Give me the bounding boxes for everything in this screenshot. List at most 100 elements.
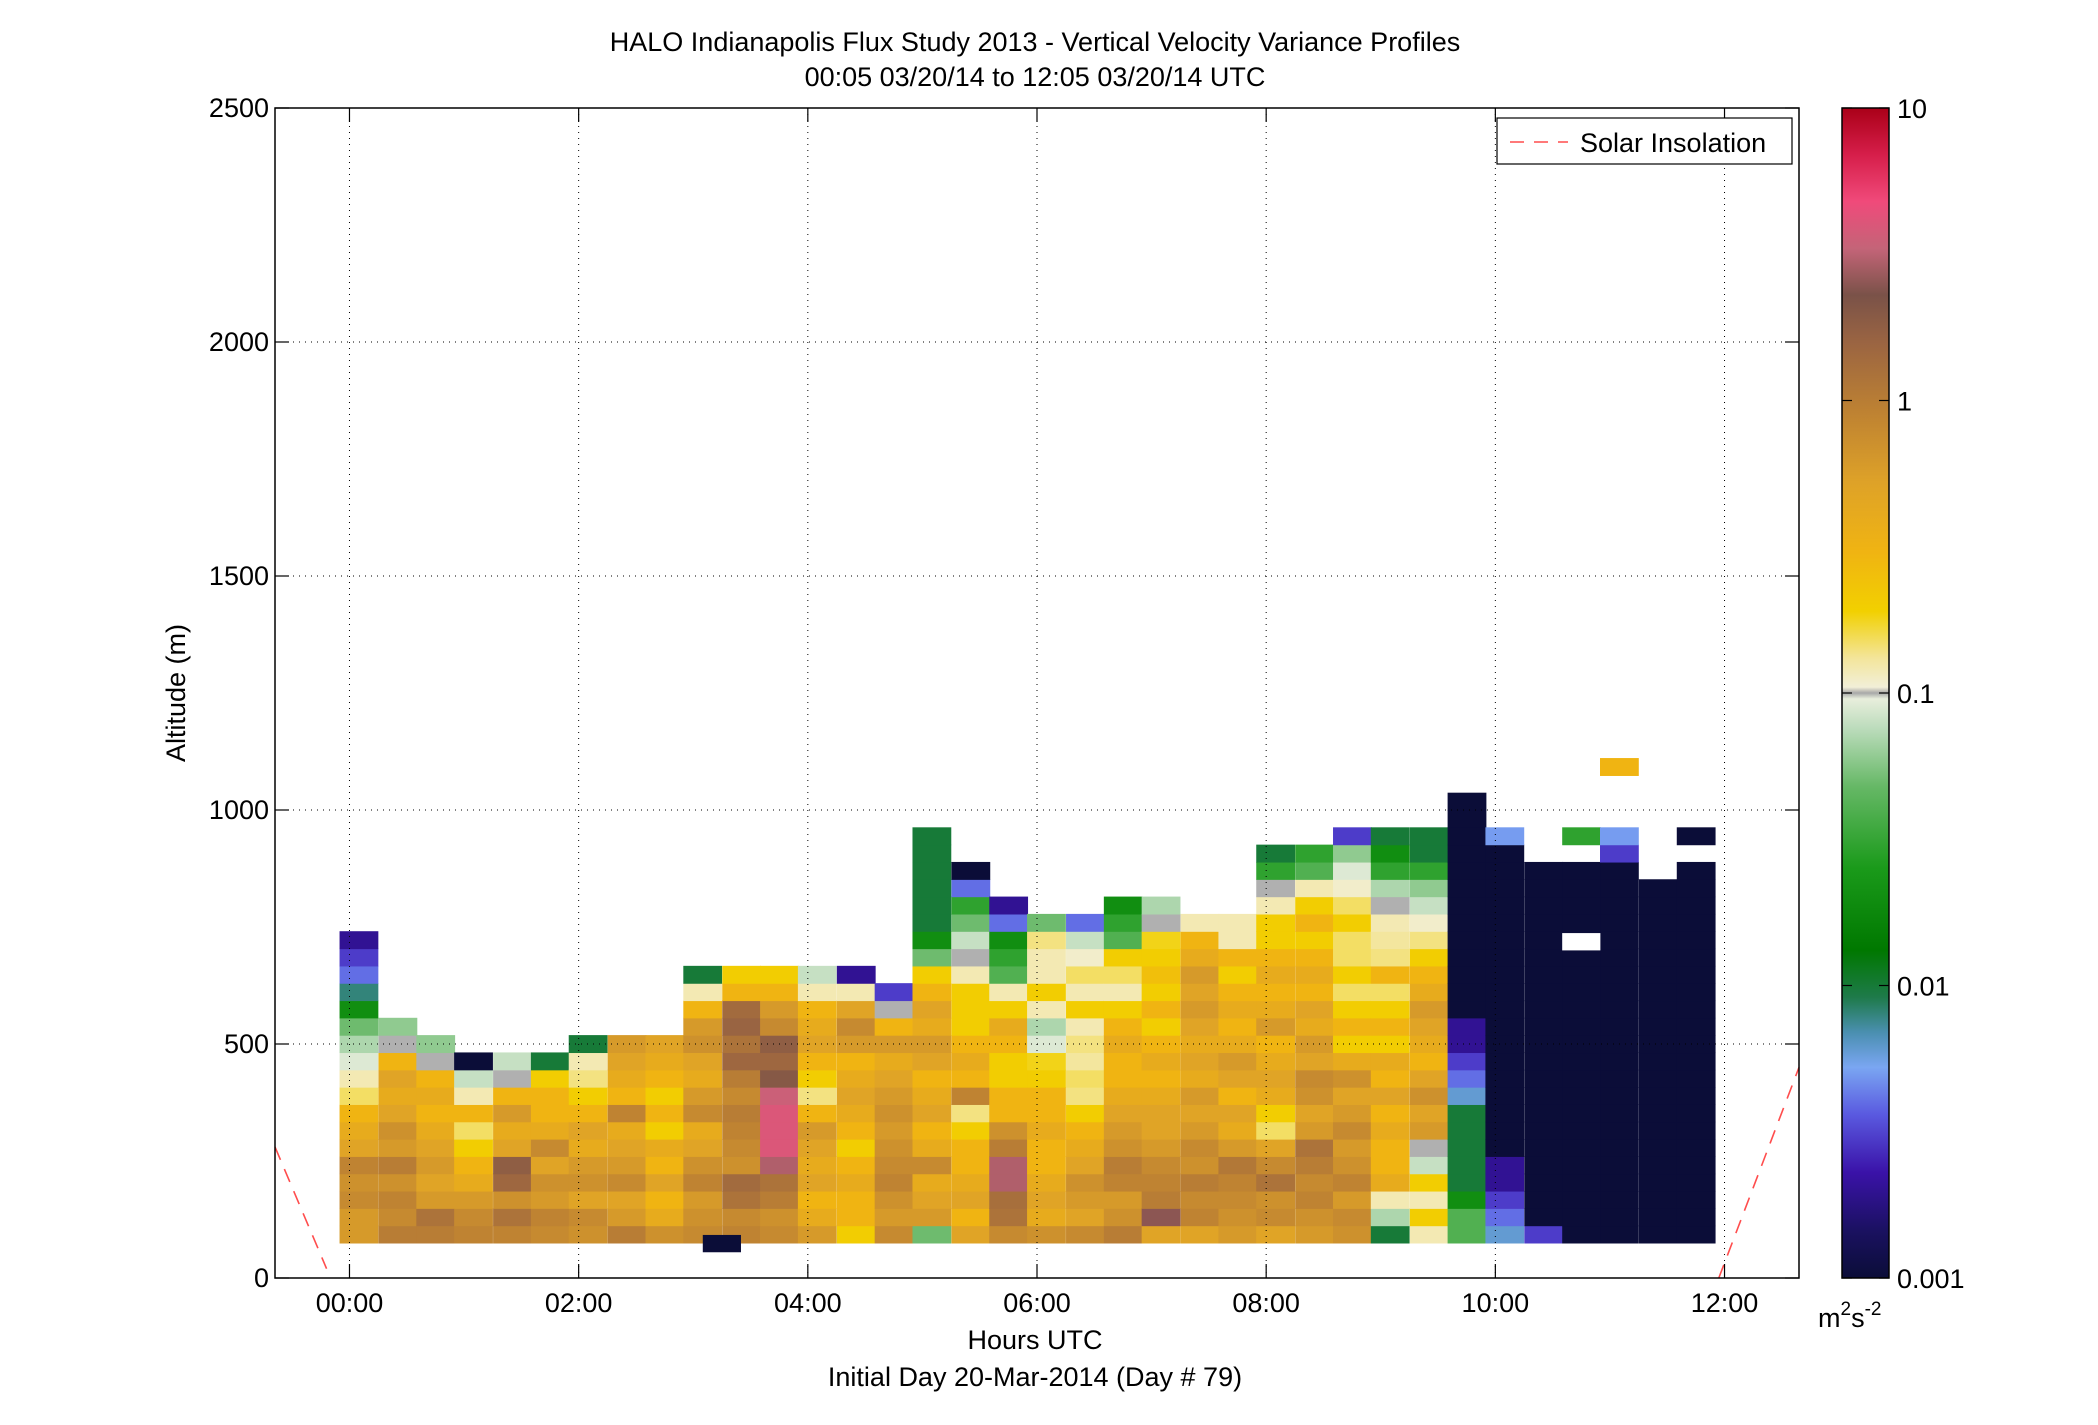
heatmap-cell [1141,983,1181,1002]
heatmap-cell [1180,1087,1220,1105]
heatmap-cell [1141,948,1181,967]
heatmap-cell [1409,896,1449,915]
heatmap-cell [645,1139,685,1157]
heatmap-cell [1638,1052,1678,1071]
heatmap-cell [645,1104,685,1123]
heatmap-cell [568,1035,608,1054]
heatmap-cell [797,1035,837,1054]
heatmap-cell [1485,1121,1525,1140]
heatmap-cell [683,1000,723,1019]
heatmap-cell [607,1087,647,1105]
heatmap-cell [1333,844,1372,863]
heatmap-cell [1485,1173,1525,1192]
heatmap-cell [1103,948,1143,967]
heatmap-cell [339,1017,379,1036]
heatmap-cell [1103,1087,1143,1105]
heatmap-cell [1066,948,1105,967]
heatmap-cell [1295,879,1334,898]
heatmap-cell [1370,827,1410,846]
heatmap-cell [1295,1000,1334,1019]
heatmap-cell [530,1069,570,1088]
heatmap-cell [722,1156,762,1175]
heatmap-cell [1562,827,1601,846]
heatmap-cell [1066,1156,1105,1175]
heatmap-cell [1447,1208,1487,1227]
heatmap-cell [1409,1190,1449,1209]
heatmap-cell [1141,1208,1181,1227]
heatmap-cell [1103,1225,1143,1244]
heatmap-cell [1333,983,1372,1002]
heatmap-cell [1600,1017,1639,1036]
heatmap-cell [1256,1000,1296,1019]
heatmap-cell [339,1052,379,1071]
heatmap-cell [1218,1035,1258,1054]
heatmap-cell [493,1225,532,1244]
colorbar-tick-label: 0.01 [1897,972,1950,1002]
heatmap-cell [1066,1121,1105,1140]
heatmap-cell [683,1017,723,1036]
heatmap-cell [1676,1208,1716,1227]
heatmap-cell [1103,1017,1143,1036]
heatmap-cell [493,1190,532,1209]
colorbar-unit-base: m [1818,1303,1841,1333]
heatmap-cell [1066,1190,1105,1209]
heatmap-cell [1524,861,1564,880]
heatmap-cell [1562,1035,1601,1054]
heatmap-cell [1485,1208,1525,1227]
heatmap-cell [1447,983,1487,1002]
heatmap-cell [568,1225,608,1244]
heatmap-cell [1676,913,1716,932]
heatmap-cell [1180,1139,1220,1157]
heatmap-cell [1370,931,1410,950]
heatmap-cell [1256,844,1296,863]
colorbar-unit-sup2: -2 [1865,1299,1882,1320]
heatmap-cell [1066,1139,1105,1157]
heatmap-cell [1027,913,1066,932]
heatmap-cell [989,931,1029,950]
heatmap-cell [1638,1017,1678,1036]
heatmap-cell [416,1139,456,1157]
heatmap-cell [530,1156,570,1175]
heatmap-cell [1638,896,1678,915]
colorbar: 0.001 0.01 0.1 1 10 m2s-2 [1818,94,1965,1333]
heatmap-cell [951,1000,991,1019]
heatmap-cell [1141,1190,1181,1209]
heatmap-cell [683,1121,723,1140]
heatmap-cell [760,1225,799,1244]
heatmap-cell [378,1208,418,1227]
heatmap-cell [683,1087,723,1105]
heatmap-cell [339,1069,379,1088]
heatmap-cell [1409,983,1449,1002]
heatmap-cell [722,1069,762,1088]
heatmap-cell [1370,1069,1410,1088]
heatmap-cell [1485,879,1525,898]
heatmap-cell [1485,1000,1525,1019]
heatmap-cell [1256,1225,1296,1244]
heatmap-cell [1370,1139,1410,1157]
heatmap-cell [1638,913,1678,932]
heatmap-cell [378,1052,418,1071]
heatmap-cell [1333,1035,1372,1054]
heatmap-cell [1141,1156,1181,1175]
heatmap-cell [1485,1225,1525,1244]
heatmap-cell [951,861,991,880]
heatmap-cell [1103,1156,1143,1175]
heatmap-cell [797,1000,837,1019]
heatmap-cell [1447,1087,1487,1105]
heatmap-cell [1600,965,1639,984]
heatmap-cell [1218,1173,1258,1192]
heatmap-cell [836,1017,876,1036]
heatmap-cell [1409,1000,1449,1019]
heatmap-cell [1141,1052,1181,1071]
heatmap-cell [1256,1069,1296,1088]
heatmap-cell [722,1173,762,1192]
heatmap-cell [874,1173,914,1192]
heatmap-cell [568,1208,608,1227]
heatmap-cell [722,1208,762,1227]
heatmap-cell [989,1173,1029,1192]
heatmap-cell [1027,1139,1066,1157]
heatmap-cell [1409,1104,1449,1123]
heatmap-cell [683,1173,723,1192]
heatmap-cell [1409,1173,1449,1192]
heatmap-cell [1141,896,1181,915]
